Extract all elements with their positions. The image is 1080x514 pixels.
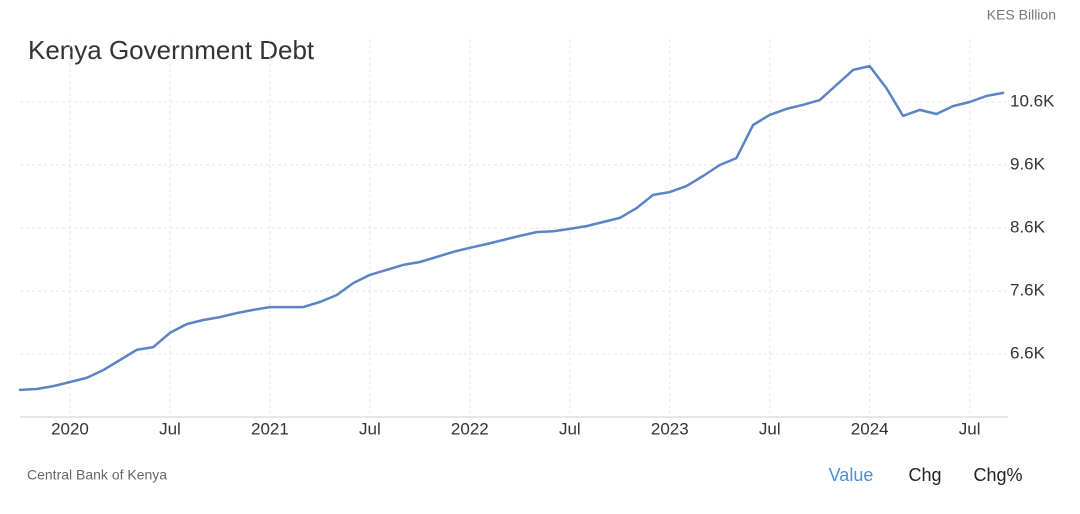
x-tick-label: 2022	[451, 419, 489, 438]
source: Central Bank of Kenya	[27, 467, 167, 483]
x-tick-label: Jul	[359, 419, 381, 438]
x-tick-label: 2024	[851, 419, 889, 438]
x-tick-label: 2021	[251, 419, 289, 438]
y-tick-label: 8.6K	[1010, 217, 1046, 236]
chart-title: Kenya Government Debt	[28, 35, 315, 65]
chg-pct-button[interactable]: Chg%	[973, 465, 1022, 485]
x-tick-label: Jul	[959, 419, 981, 438]
y-tick-label: 10.6K	[1010, 91, 1055, 110]
value-button[interactable]: Value	[829, 465, 874, 485]
chg-button[interactable]: Chg	[908, 465, 941, 485]
y-tick-label: 7.6K	[1010, 280, 1046, 299]
unit-label: KES Billion	[987, 7, 1056, 23]
x-tick-label: 2020	[51, 419, 89, 438]
x-tick-label: Jul	[759, 419, 781, 438]
y-tick-label: 9.6K	[1010, 154, 1046, 173]
data-line	[18, 64, 1005, 392]
x-tick-label: Jul	[559, 419, 581, 438]
x-tick-label: Jul	[159, 419, 181, 438]
x-tick-label: 2023	[651, 419, 689, 438]
y-tick-label: 6.6K	[1010, 343, 1046, 362]
